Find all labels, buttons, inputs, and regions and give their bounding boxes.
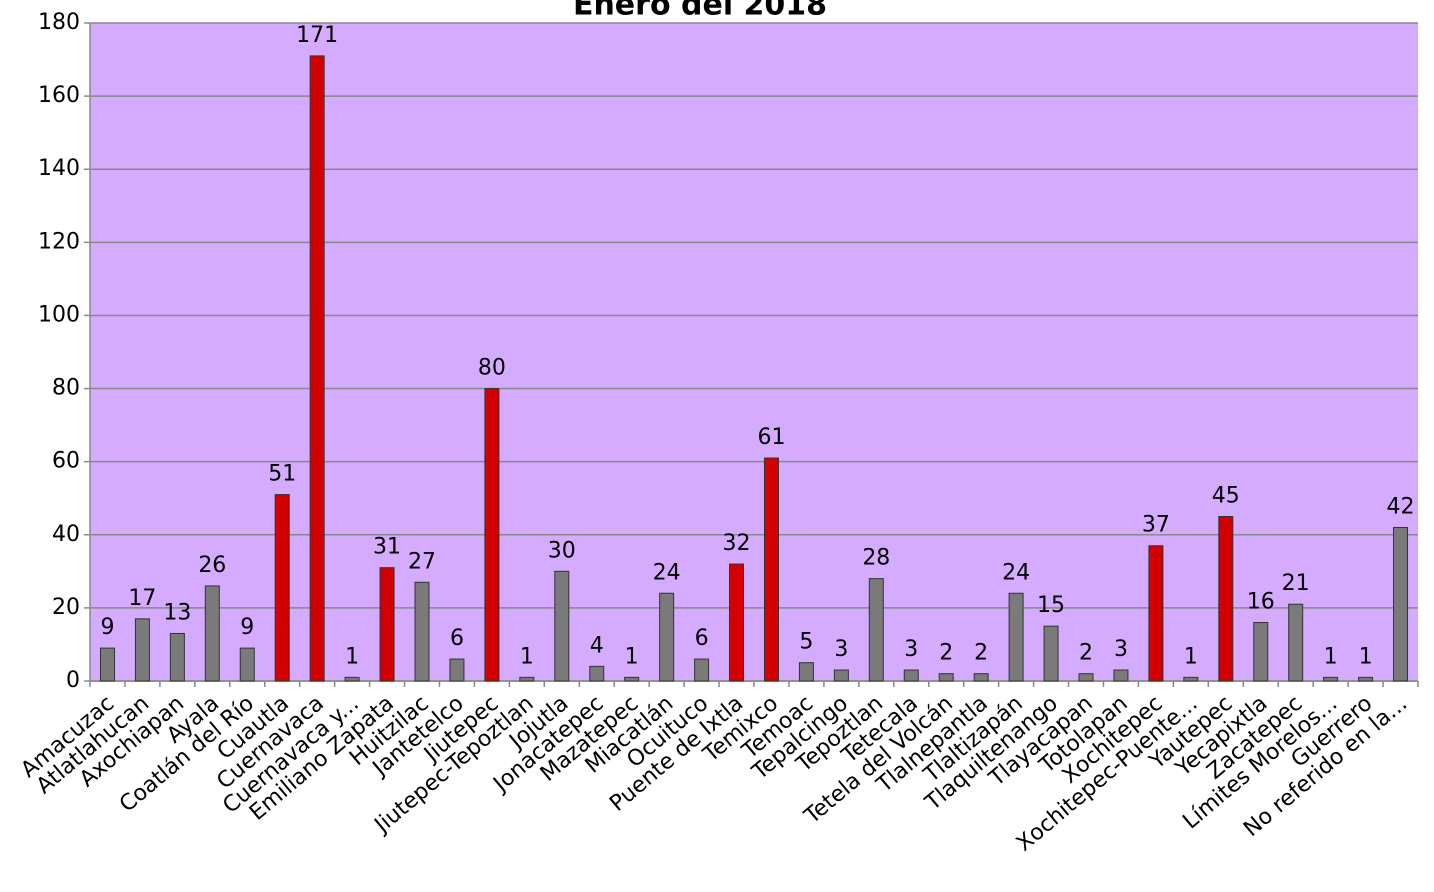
value-label: 3 [904,637,918,662]
bar [554,570,570,682]
value-label: 1 [1184,644,1198,669]
y-tick-label: 160 [38,83,80,108]
bar [519,676,535,682]
value-label: 32 [723,531,751,556]
bar [903,669,919,682]
bar [798,662,814,682]
bar [624,676,640,682]
bar [309,55,325,682]
value-label: 9 [240,615,254,640]
bar [938,673,954,682]
bar [1323,676,1339,682]
value-label: 3 [1114,637,1128,662]
y-tick-label: 20 [52,595,80,620]
value-label: 61 [757,425,785,450]
value-label: 1 [1359,644,1373,669]
y-tick-label: 180 [38,10,80,35]
bar [99,647,115,682]
value-label: 45 [1212,484,1240,509]
bar [694,658,710,682]
bar [204,585,220,682]
value-label: 26 [198,553,226,578]
value-label: 13 [163,600,191,625]
bar [729,563,745,682]
value-label: 171 [296,23,338,48]
bar [868,578,884,682]
value-label: 16 [1247,590,1275,615]
bar [1253,622,1269,682]
bar [484,388,500,682]
bar [1148,545,1164,682]
value-label: 3 [834,637,848,662]
value-label: 37 [1142,513,1170,538]
bar [763,457,779,682]
bar [1218,516,1234,682]
value-label: 1 [520,644,534,669]
bar [449,658,465,682]
value-label: 15 [1037,593,1065,618]
value-label: 2 [939,641,953,666]
bar [134,618,150,682]
bar [589,665,605,682]
value-label: 1 [625,644,639,669]
value-label: 1 [345,644,359,669]
value-label: 42 [1387,494,1415,519]
bar [659,592,675,682]
bar [379,567,395,682]
bar [1288,603,1304,682]
value-label: 24 [1002,560,1030,585]
value-label: 5 [799,630,813,655]
bar [973,673,989,682]
value-label: 80 [478,356,506,381]
bar [1113,669,1129,682]
bar [833,669,849,682]
bar [1008,592,1024,682]
value-label: 6 [695,626,709,651]
value-label: 6 [450,626,464,651]
bar [1393,526,1409,682]
value-label: 21 [1282,571,1310,596]
y-tick-label: 0 [66,668,80,693]
value-label: 31 [373,535,401,560]
chart-title: Enero del 2018 [573,0,827,23]
value-label: 2 [1079,641,1093,666]
value-label: 17 [128,586,156,611]
value-label: 27 [408,549,436,574]
value-label: 4 [590,633,604,658]
value-label: 9 [100,615,114,640]
bar [169,632,185,682]
y-tick-label: 120 [38,229,80,254]
value-label: 51 [268,462,296,487]
bar [1078,673,1094,682]
bar [1358,676,1374,682]
y-tick-label: 60 [52,449,80,474]
bar [414,581,430,682]
y-tick-label: 80 [52,376,80,401]
value-label: 1 [1324,644,1338,669]
y-tick-label: 100 [38,302,80,327]
value-label: 28 [862,546,890,571]
value-label: 30 [548,538,576,563]
bar [1183,676,1199,682]
bar [1043,625,1059,682]
bar [274,494,290,682]
bar [344,676,360,682]
y-tick-label: 40 [52,522,80,547]
value-label: 2 [974,641,988,666]
value-label: 24 [653,560,681,585]
y-tick-label: 140 [38,156,80,181]
bar [239,647,255,682]
